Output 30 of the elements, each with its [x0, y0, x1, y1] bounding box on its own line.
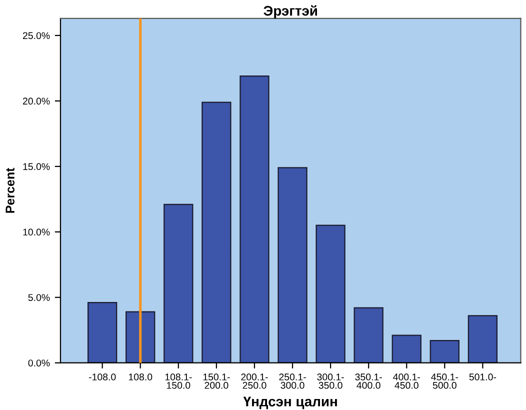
- bar: [278, 167, 308, 363]
- x-tick-label: 400.1- 450.0: [393, 374, 420, 389]
- x-axis-title: Үндсэн цалин: [243, 396, 337, 410]
- bar: [354, 307, 384, 363]
- bar: [430, 340, 460, 363]
- y-tick-label: 10.0%: [23, 228, 50, 236]
- bar: [202, 102, 232, 363]
- bar: [316, 224, 346, 363]
- bar: [468, 315, 498, 363]
- x-tick-label: 150.1- 200.0: [203, 374, 230, 389]
- x-tick-label: 450.1- 500.0: [431, 374, 458, 389]
- bar: [164, 204, 194, 363]
- y-tick-label: 20.0%: [22, 98, 50, 105]
- chart-title: Эрэгтэй: [264, 5, 317, 18]
- x-tick-label: -108.0: [88, 374, 116, 380]
- y-tick-label: 25.0%: [22, 32, 50, 40]
- bar: [240, 76, 270, 363]
- x-tick-label: 350.1- 400.0: [355, 374, 382, 389]
- y-tick-label: 0.0%: [28, 360, 50, 366]
- x-tick-label: 501.0-: [469, 374, 496, 380]
- y-axis-title: Percent: [6, 168, 14, 213]
- x-tick-label: 250.1- 300.0: [279, 374, 306, 389]
- y-tick-label: 5.0%: [28, 294, 50, 301]
- bar: [392, 334, 422, 363]
- x-tick-label: 108.1- 150.0: [165, 374, 192, 389]
- x-tick-label: 108.0: [128, 374, 152, 380]
- y-tick-label: 15.0%: [23, 163, 50, 170]
- bar: [88, 302, 118, 363]
- x-tick-label: 200.1- 250.0: [241, 374, 268, 389]
- x-tick-label: 300.1- 350.0: [317, 374, 344, 389]
